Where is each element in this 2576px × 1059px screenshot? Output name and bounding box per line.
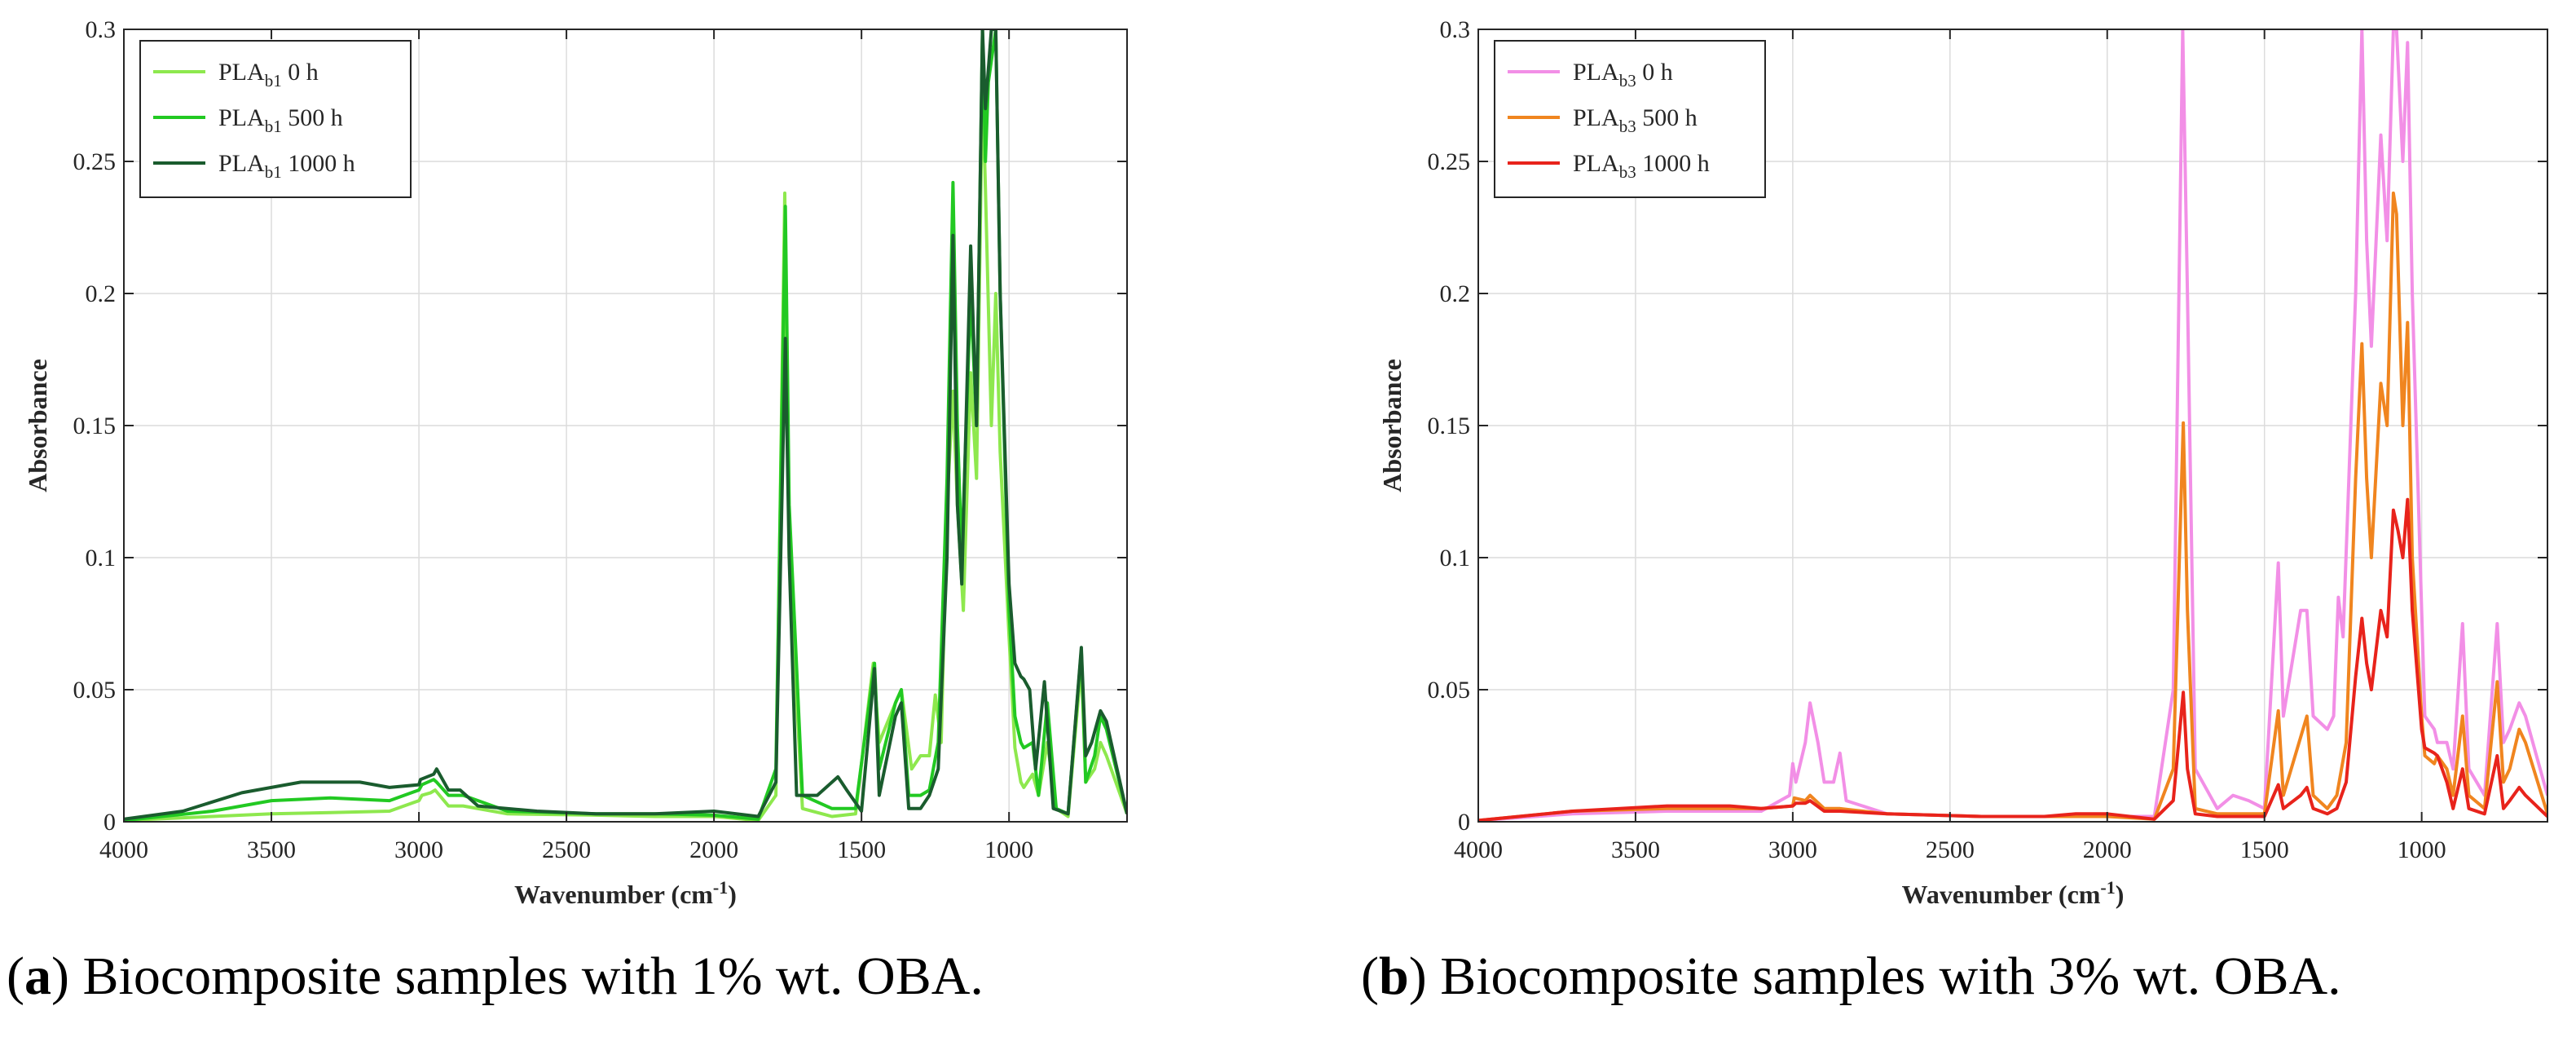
caption-a: (a) Biocomposite samples with 1% wt. OBA… <box>7 946 984 1006</box>
chart-a-legend-label-0: PLAb1 0 h <box>218 59 319 90</box>
chart-b-ytick-label-1: 0.05 <box>1428 677 1471 704</box>
chart-a-xtick-label-3500: 3500 <box>247 836 296 863</box>
chart-b-ytick-label-3: 0.15 <box>1428 413 1471 439</box>
chart-a-series-group <box>124 29 1127 822</box>
chart-a-xlabel-end: ) <box>728 880 737 909</box>
chart-b-xtick-label-3500: 3500 <box>1611 836 1660 863</box>
chart-b-xtick-label-1000: 1000 <box>2398 836 2446 863</box>
chart-a-ytick-label-1: 0.05 <box>73 677 117 704</box>
chart-b-series-1-line <box>1478 191 2547 822</box>
chart-b-xtick-label-2000: 2000 <box>2083 836 2132 863</box>
chart-b-legend-label-2: PLAb3 1000 h <box>1573 150 1710 182</box>
chart-a-ytick-label-2: 0.1 <box>86 545 117 571</box>
chart-a-ytick-label-4: 0.2 <box>86 280 117 307</box>
chart-a-ylabel: Absorbance <box>23 359 52 492</box>
chart-b-ytick-label-2: 0.1 <box>1440 545 1471 571</box>
chart-panel-a: 4000 3500 3000 2500 2000 1500 1000 0 0.05 0.1 0.15… <box>7 16 1128 1006</box>
chart-b-xlabel-end: ) <box>2116 880 2125 909</box>
chart-b-series-2-line <box>1478 497 2547 822</box>
chart-a-svg: 4000 3500 3000 2500 2000 1500 1000 0 0.05 0.1 0.15… <box>23 16 1128 909</box>
chart-b-ytick-label-6: 0.3 <box>1440 16 1471 43</box>
chart-b-xtick-label-1500: 1500 <box>2240 836 2289 863</box>
chart-a-xlabel: Wavenumber (cm-1) <box>514 877 737 909</box>
chart-b-series-group <box>1478 29 2547 822</box>
caption-letter-b: b <box>1378 946 1409 1006</box>
chart-a-legend: PLAb1 0 h PLAb1 500 h PLAb1 1000 h <box>139 40 412 198</box>
chart-panel-b: 4000 3500 3000 2500 2000 1500 1000 0 0.05 0.1 0.15… <box>1288 0 2575 1059</box>
chart-b-ytick-label-4: 0.2 <box>1440 280 1471 307</box>
chart-b-xtick-label-4000: 4000 <box>1454 836 1503 863</box>
chart-b-xlabel-sup: -1 <box>2100 877 2115 898</box>
chart-b-legend-label-1: PLAb3 500 h <box>1573 104 1698 136</box>
chart-a-series-1-line <box>124 29 1127 822</box>
chart-a-ytick-label-6: 0.3 <box>86 16 117 43</box>
caption-text-a: Biocomposite samples with 1% wt. OBA. <box>82 946 984 1006</box>
chart-a-xtick-label-2500: 2500 <box>542 836 591 863</box>
chart-a-xtick-label-2000: 2000 <box>689 836 738 863</box>
chart-a-xlabel-sup: -1 <box>713 877 728 898</box>
caption-letter-a: a <box>24 946 51 1006</box>
caption-text-b: Biocomposite samples with 3% wt. OBA. <box>1440 946 2341 1006</box>
chart-a-legend-label-2: PLAb1 1000 h <box>218 150 355 182</box>
chart-a-ytick-label-3: 0.15 <box>73 413 117 439</box>
chart-a-xtick-label-4000: 4000 <box>99 836 148 863</box>
chart-a-ytick-label-5: 0.25 <box>73 148 117 175</box>
chart-b-legend: PLAb3 0 h PLAb3 500 h PLAb3 1000 h <box>1494 40 1766 198</box>
chart-a-series-2-line <box>124 29 1127 821</box>
chart-b-xlabel: Wavenumber (cm-1) <box>1902 877 2125 909</box>
chart-b-xlabel-main: Wavenumber (cm <box>1902 880 2101 909</box>
chart-a-legend-label-1: PLAb1 500 h <box>218 104 343 136</box>
chart-b-svg: 4000 3500 3000 2500 2000 1500 1000 0 0.05 0.1 0.15… <box>1377 16 2548 909</box>
chart-b-series-0-line <box>1478 29 2547 822</box>
chart-b-ytick-label-5: 0.25 <box>1428 148 1471 175</box>
chart-a-xtick-label-1500: 1500 <box>837 836 886 863</box>
chart-a-xlabel-main: Wavenumber (cm <box>514 880 713 909</box>
chart-b-ylabel: Absorbance <box>1377 359 1407 492</box>
chart-b-legend-label-0: PLAb3 0 h <box>1573 59 1673 90</box>
chart-a-xtick-label-3000: 3000 <box>394 836 443 863</box>
chart-a-ytick-label-0: 0 <box>103 809 116 836</box>
chart-b-ytick-label-0: 0 <box>1458 809 1470 836</box>
chart-b-xtick-label-2500: 2500 <box>1926 836 1975 863</box>
caption-b: (b) Biocomposite samples with 3% wt. OBA… <box>1361 946 2341 1006</box>
chart-a-xtick-label-1000: 1000 <box>984 836 1033 863</box>
chart-b-xtick-label-3000: 3000 <box>1768 836 1817 863</box>
